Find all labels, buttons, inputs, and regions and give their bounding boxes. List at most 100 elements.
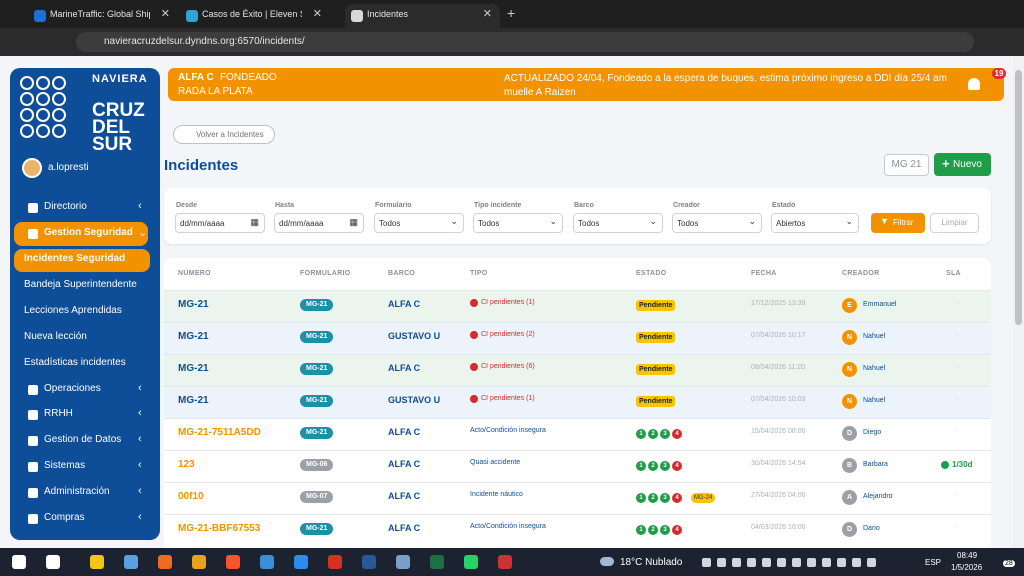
- cell-number[interactable]: 00f10: [178, 491, 204, 502]
- tray-icon[interactable]: [807, 558, 816, 567]
- step-badge: 3: [660, 493, 670, 503]
- filter-icon: ▼: [880, 216, 889, 226]
- address-bar[interactable]: [76, 32, 974, 52]
- taskbar-icon[interactable]: [396, 555, 410, 569]
- new-button[interactable]: Nuevo: [934, 153, 991, 176]
- menu-item[interactable]: Bandeja Superintendente: [24, 279, 137, 290]
- filter-input[interactable]: Todos ⌄: [473, 213, 563, 233]
- filter-input[interactable]: Abiertos ⌄: [771, 213, 859, 233]
- taskbar-icon[interactable]: [158, 555, 172, 569]
- taskbar-icon[interactable]: [294, 555, 308, 569]
- url[interactable]: navieracruzdelsur.dyndns.org:6570/incide…: [104, 36, 305, 47]
- tab-close[interactable]: ✕: [312, 8, 322, 20]
- filter-label: Estado: [772, 202, 796, 209]
- bell[interactable]: [968, 78, 980, 90]
- menu-item[interactable]: Nueva lección: [24, 331, 87, 342]
- scroll-thumb[interactable]: [1015, 70, 1022, 325]
- taskbar-icon[interactable]: [464, 555, 478, 569]
- tray-icon[interactable]: [777, 558, 786, 567]
- lang[interactable]: ESP: [925, 558, 942, 567]
- back-label[interactable]: Volver a Incidentes: [196, 130, 264, 139]
- filter-input[interactable]: Todos ⌄: [374, 213, 464, 233]
- menu-item[interactable]: Gestion de Datos: [44, 434, 122, 445]
- taskbar-icon[interactable]: [46, 555, 60, 569]
- tray-icon[interactable]: [747, 558, 756, 567]
- filter-button[interactable]: Filtrar: [871, 213, 925, 233]
- cell-number[interactable]: MG-21: [178, 299, 209, 310]
- form-button[interactable]: MG 21: [884, 154, 929, 176]
- creator-avatar: N: [842, 330, 857, 345]
- tab[interactable]: Casos de Éxito | Eleven Sistema ✕: [180, 4, 330, 28]
- menu-item[interactable]: Operaciones: [44, 383, 101, 394]
- menu-item[interactable]: Administración: [44, 486, 110, 497]
- filter-label: Desde: [176, 202, 198, 209]
- cell-number[interactable]: MG-21-BBF67553: [178, 523, 261, 534]
- cell-number[interactable]: MG-21: [178, 395, 209, 406]
- tray-icon[interactable]: [702, 558, 711, 567]
- menu-item[interactable]: RRHH: [44, 408, 73, 419]
- tray-icon[interactable]: [732, 558, 741, 567]
- clear-button[interactable]: Limpiar: [930, 213, 979, 233]
- tab-close[interactable]: ✕: [482, 8, 492, 20]
- form-badge: MG-07: [300, 491, 334, 503]
- taskbar-icon[interactable]: [192, 555, 206, 569]
- taskbar-icon[interactable]: [12, 555, 26, 569]
- tray-icon[interactable]: [852, 558, 861, 567]
- back-button[interactable]: [173, 125, 275, 144]
- table-header: CREADOR: [842, 270, 880, 277]
- taskbar-icon[interactable]: [226, 555, 240, 569]
- weather[interactable]: 18°C Nublado: [620, 557, 683, 568]
- cell-number[interactable]: MG-21: [178, 363, 209, 374]
- taskbar-icon[interactable]: [362, 555, 376, 569]
- menu-item[interactable]: Lecciones Aprendidas: [24, 305, 122, 316]
- tray-icon[interactable]: [837, 558, 846, 567]
- clock-time[interactable]: 08:49: [957, 551, 978, 560]
- menu-caret: ‹: [138, 485, 142, 497]
- tab-icon: [351, 10, 363, 22]
- menu-icon: [28, 229, 38, 239]
- filter-input[interactable]: dd/mm/aaaa ▦: [274, 213, 364, 233]
- clock-date[interactable]: 1/5/2026: [951, 563, 983, 572]
- cell-creator: Nahuel: [863, 365, 886, 372]
- cell-number[interactable]: MG-21: [178, 331, 209, 342]
- taskbar-icon[interactable]: [90, 555, 104, 569]
- cell-ship: ALFA C: [388, 459, 421, 469]
- step-badge: 4: [672, 525, 682, 535]
- tray-icon[interactable]: [792, 558, 801, 567]
- menu-item[interactable]: Incidentes Seguridad: [24, 253, 126, 264]
- tray-icon[interactable]: [717, 558, 726, 567]
- menu-item[interactable]: Estadísticas incidentes: [24, 357, 126, 368]
- notifications[interactable]: 28: [1003, 560, 1015, 567]
- menu-item[interactable]: Gestion Seguridad: [44, 227, 133, 238]
- taskbar-icon[interactable]: [328, 555, 342, 569]
- cell-number[interactable]: MG-21-7511A5DD: [178, 427, 261, 438]
- taskbar-icon[interactable]: [430, 555, 444, 569]
- taskbar-icon[interactable]: [260, 555, 274, 569]
- menu-pill[interactable]: [14, 249, 150, 272]
- tab[interactable]: MarineTraffic: Global Ship Track ✕: [28, 4, 178, 28]
- menu-item[interactable]: Compras: [44, 512, 85, 523]
- form-badge: MG-21: [300, 363, 334, 375]
- tab-close[interactable]: ✕: [160, 8, 170, 20]
- new-tab[interactable]: +: [507, 5, 516, 21]
- cell-number[interactable]: 123: [178, 459, 195, 470]
- step-badge: 4: [672, 429, 682, 439]
- user-name[interactable]: a.lopresti: [48, 162, 89, 173]
- tray-icon[interactable]: [867, 558, 876, 567]
- menu-item[interactable]: Sistemas: [44, 460, 86, 471]
- cell-sla: -: [956, 332, 959, 339]
- creator-avatar: E: [842, 298, 857, 313]
- filter-input[interactable]: Todos ⌄: [573, 213, 663, 233]
- filter-input[interactable]: dd/mm/aaaa ▦: [175, 213, 265, 233]
- step-badge: 2: [648, 461, 658, 471]
- filter-input[interactable]: Todos ⌄: [672, 213, 762, 233]
- tray-icon[interactable]: [762, 558, 771, 567]
- menu-item[interactable]: Directorio: [44, 201, 87, 212]
- taskbar-icon[interactable]: [124, 555, 138, 569]
- filter-icon: ⌄: [845, 216, 853, 226]
- tray-icon[interactable]: [822, 558, 831, 567]
- filter-value: Todos: [379, 219, 401, 228]
- filter-value: Abiertos: [776, 219, 806, 228]
- taskbar-icon[interactable]: [498, 555, 512, 569]
- tab[interactable]: Incidentes ✕: [345, 4, 500, 28]
